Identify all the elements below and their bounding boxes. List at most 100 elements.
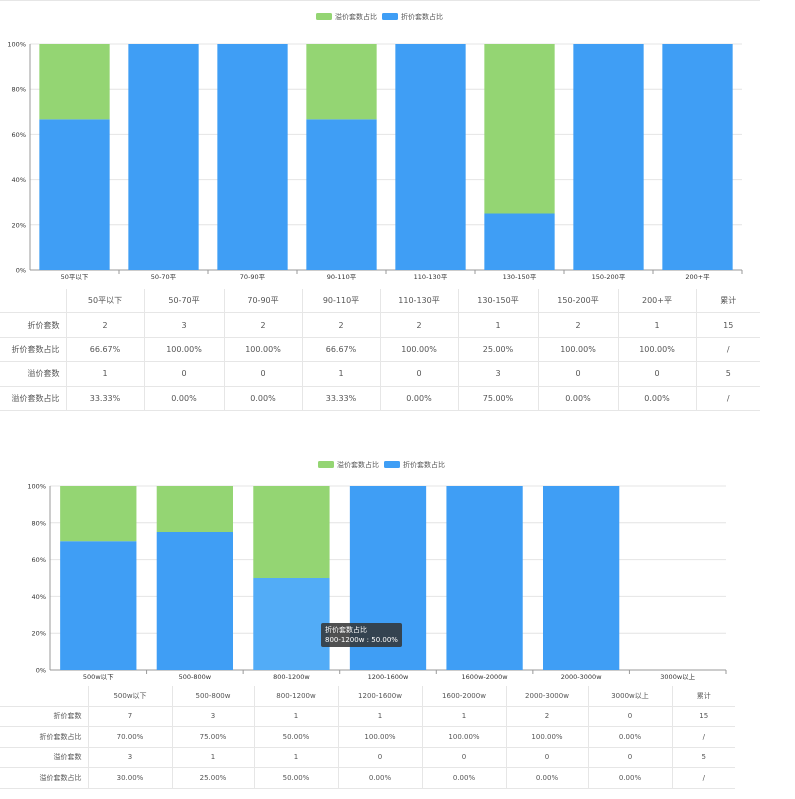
legend-swatch-discount[interactable] (384, 461, 400, 468)
legend-label-premium[interactable]: 溢价套数占比 (335, 12, 377, 21)
bar-discount[interactable] (662, 44, 733, 270)
legend-swatch-premium[interactable] (318, 461, 334, 468)
table-cell: 1 (458, 312, 539, 338)
table-cell: 1 (618, 312, 697, 338)
legend-label-premium[interactable]: 溢价套数占比 (337, 460, 379, 469)
table-cell: 0 (618, 361, 697, 387)
table-cell: 2 (538, 312, 619, 338)
table-row-label: 折价套数 (0, 312, 67, 338)
table-header-cell: 50-70平 (144, 289, 225, 314)
legend-swatch-discount[interactable] (382, 13, 398, 20)
bar-discount[interactable] (573, 44, 644, 270)
table-header-cell: 3000w以上 (588, 686, 673, 707)
bar-discount[interactable] (395, 44, 466, 270)
table-cell: 66.67% (302, 337, 381, 363)
bar-premium[interactable] (156, 486, 234, 532)
area-data-table: 50平以下 50-70平 70-90平 90-110平 110-130平 130-150平… (0, 289, 760, 411)
bar-discount[interactable] (484, 213, 555, 271)
table-cell: 0 (422, 747, 507, 768)
table-cell: 50.00% (254, 726, 339, 748)
bar-premium[interactable] (39, 44, 110, 120)
bar-discount[interactable] (542, 486, 620, 670)
table-cell: 1 (172, 747, 255, 768)
table-cell: 2 (224, 312, 303, 338)
table-cell: 1 (254, 747, 339, 768)
table-cell: 70.00% (88, 726, 173, 748)
table-cell: 0.00% (338, 767, 423, 789)
legend-label-discount[interactable]: 折价套数占比 (401, 12, 443, 21)
x-tick-label: 130-150平 (503, 273, 537, 281)
table-header-cell: 70-90平 (224, 289, 303, 314)
table-cell: 0.00% (588, 767, 673, 789)
x-tick-label: 110-130平 (414, 273, 448, 281)
table-cell: 0.00% (538, 386, 619, 411)
table-header-cell: 累计 (672, 686, 735, 707)
x-tick-label: 500-800w (179, 673, 212, 680)
table-cell: 100.00% (224, 337, 303, 363)
bar-discount[interactable] (60, 541, 137, 670)
table-row-label: 溢价套数 (0, 747, 89, 768)
table-cell: 33.33% (302, 386, 381, 411)
table-cell: 15 (696, 312, 760, 338)
legend-swatch-premium[interactable] (316, 13, 332, 20)
table-cell: 3 (88, 747, 173, 768)
table-cell: 0.00% (380, 386, 459, 411)
y-tick-label: 0% (16, 267, 26, 275)
table-cell: 0.00% (588, 726, 673, 748)
table-header-cell: 110-130平 (380, 289, 459, 314)
table-cell: 75.00% (458, 386, 539, 411)
table-header-row: 50平以下 50-70平 70-90平 90-110平 110-130平 130-150平… (0, 289, 760, 314)
x-tick-label: 500w以下 (83, 673, 114, 680)
bar-discount[interactable] (217, 44, 288, 270)
bar-discount[interactable] (306, 119, 377, 270)
table-header-cell: 50平以下 (66, 289, 145, 314)
table-cell: 50.00% (254, 767, 339, 789)
table-cell: 1 (338, 706, 423, 727)
y-tick-label: 40% (12, 176, 26, 184)
table-header-cell (0, 289, 67, 314)
table-cell: 15 (672, 706, 735, 727)
x-tick-label: 3000w以上 (660, 672, 695, 680)
table-cell: 5 (672, 747, 735, 768)
table-cell: 66.67% (66, 337, 145, 363)
price-data-table: 500w以下 500-800w 800-1200w 1200-1600w 1600-20… (0, 686, 735, 789)
table-cell: 2 (380, 312, 459, 338)
table-cell: 30.00% (88, 767, 173, 789)
table-cell: 100.00% (422, 726, 507, 748)
bar-discount[interactable] (446, 486, 523, 670)
x-tick-label: 50-70平 (151, 273, 177, 281)
table-cell: 25.00% (458, 337, 539, 363)
table-cell: / (672, 726, 735, 748)
table-row-label: 折价套数 (0, 706, 89, 727)
table-cell: 0.00% (144, 386, 225, 411)
y-tick-label: 100% (27, 483, 46, 491)
table-header-cell: 500w以下 (88, 686, 173, 707)
bar-premium[interactable] (253, 486, 330, 578)
bar-premium[interactable] (60, 486, 137, 542)
bar-premium[interactable] (306, 44, 377, 120)
bar-discount[interactable] (253, 578, 330, 670)
table-header-cell (0, 686, 89, 707)
legend-label-discount[interactable]: 折价套数占比 (403, 460, 445, 469)
table-header-cell: 200+平 (618, 289, 697, 314)
bar-discount[interactable] (128, 44, 199, 270)
table-row-label: 溢价套数占比 (0, 386, 67, 411)
y-tick-label: 60% (32, 556, 46, 564)
bar-premium[interactable] (484, 44, 555, 214)
table-cell: 2 (302, 312, 381, 338)
bar-discount[interactable] (39, 119, 110, 270)
x-tick-label: 1200-1600w (368, 673, 409, 680)
table-row-label: 折价套数占比 (0, 337, 67, 363)
table-header-cell: 130-150平 (458, 289, 539, 314)
table-cell: 100.00% (144, 337, 225, 363)
table-header-cell: 1600-2000w (422, 686, 507, 707)
top-divider (0, 0, 760, 1)
table-cell: 7 (88, 706, 173, 727)
table-cell: 0 (538, 361, 619, 387)
table-cell: / (696, 386, 760, 411)
table-row: 折价套数 7 3 1 1 1 2 0 15 (0, 706, 735, 727)
bar-discount[interactable] (156, 532, 234, 670)
table-cell: 0.00% (506, 767, 589, 789)
x-tick-label: 90-110平 (327, 273, 357, 281)
x-tick-label: 800-1200w (273, 673, 310, 680)
